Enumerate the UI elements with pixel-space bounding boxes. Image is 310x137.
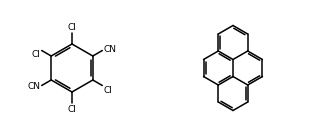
Text: CN: CN (104, 45, 117, 54)
Text: Cl: Cl (68, 22, 77, 32)
Text: Cl: Cl (32, 50, 40, 59)
Text: Cl: Cl (104, 86, 113, 95)
Text: CN: CN (27, 82, 40, 91)
Text: Cl: Cl (68, 105, 77, 113)
